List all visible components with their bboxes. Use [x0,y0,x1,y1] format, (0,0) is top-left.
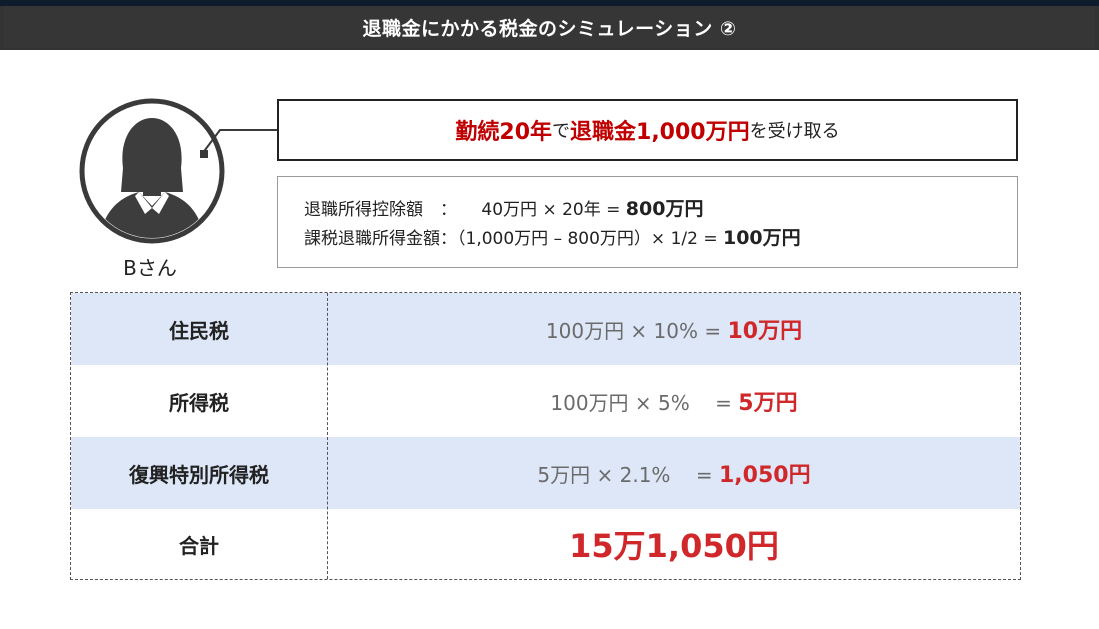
tax-formula: 100万円 × 10% = 10万円 [328,293,1020,365]
page-title: 退職金にかかる税金のシミュレーション ② [362,17,737,40]
header-bar: 退職金にかかる税金のシミュレーション ② [0,0,1099,50]
tax-result: 5万円 [738,391,798,416]
headline-verb: を受け取る [749,121,840,142]
tax-result: 1,050円 [718,463,811,488]
table-row: 所得税 100万円 × 5% = 5万円 [71,365,1020,437]
table-row-total: 合計 15万1,050円 [71,509,1020,579]
tax-name: 所得税 [169,390,229,415]
calc-label-taxable: 課税退職所得金額： [304,229,457,249]
speech-connector [200,129,278,158]
total-value-cell: 15万1,050円 [328,509,1020,579]
calculation-box: 退職所得控除額 ： 40万円 × 20年 = 800万円 課税退職所得金額：（1… [277,176,1018,268]
calc-row-deduction: 退職所得控除額 ： 40万円 × 20年 = 800万円 [304,195,1017,224]
tax-formula: 5万円 × 2.1% = 1,050円 [328,437,1020,509]
tax-formula: 100万円 × 5% = 5万円 [328,365,1020,437]
headline-box: 勤続20年 で 退職金1,000万円 を受け取る [277,99,1018,161]
total-label: 合計 [179,533,219,558]
table-divider [327,293,328,579]
tax-name: 復興特別所得税 [129,462,269,487]
tax-table: 住民税 100万円 × 10% = 10万円 所得税 100万円 × 5% = … [70,292,1021,580]
total-value: 15万1,050円 [569,527,779,565]
person-name: Bさん [123,256,177,280]
calc-formula-deduction: 40万円 × 20年 = [481,200,626,220]
header-inner: 退職金にかかる税金のシミュレーション ② [4,6,1095,48]
table-row: 住民税 100万円 × 10% = 10万円 [71,293,1020,365]
calc-label-deduction: 退職所得控除額 ： [304,200,457,220]
tax-result: 10万円 [727,319,803,344]
headline-amount: 退職金1,000万円 [570,120,750,145]
person-avatar-icon [77,96,227,246]
calc-result-taxable: 100万円 [722,227,801,249]
calc-formula-taxable: （1,000万円 – 800万円）× 1/2 = [457,229,723,249]
calc-result-deduction: 800万円 [625,198,704,220]
tax-name: 住民税 [169,318,229,343]
headline-years: 勤続20年 [455,120,553,145]
calc-row-taxable: 課税退職所得金額：（1,000万円 – 800万円）× 1/2 = 100万円 [304,224,1017,253]
headline-particle: で [552,121,571,142]
table-row: 復興特別所得税 5万円 × 2.1% = 1,050円 [71,437,1020,509]
